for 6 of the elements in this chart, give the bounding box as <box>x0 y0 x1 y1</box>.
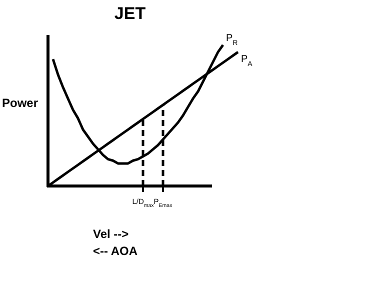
y-axis-title: Power <box>2 96 38 110</box>
series-label: P$_{A}$ <box>241 54 253 68</box>
text: <-- AOA <box>93 244 138 258</box>
x-axis-title: Vel --> <box>93 227 129 241</box>
series-label: P$_{R}$ <box>226 33 238 46</box>
chart-title: JET <box>114 4 146 23</box>
